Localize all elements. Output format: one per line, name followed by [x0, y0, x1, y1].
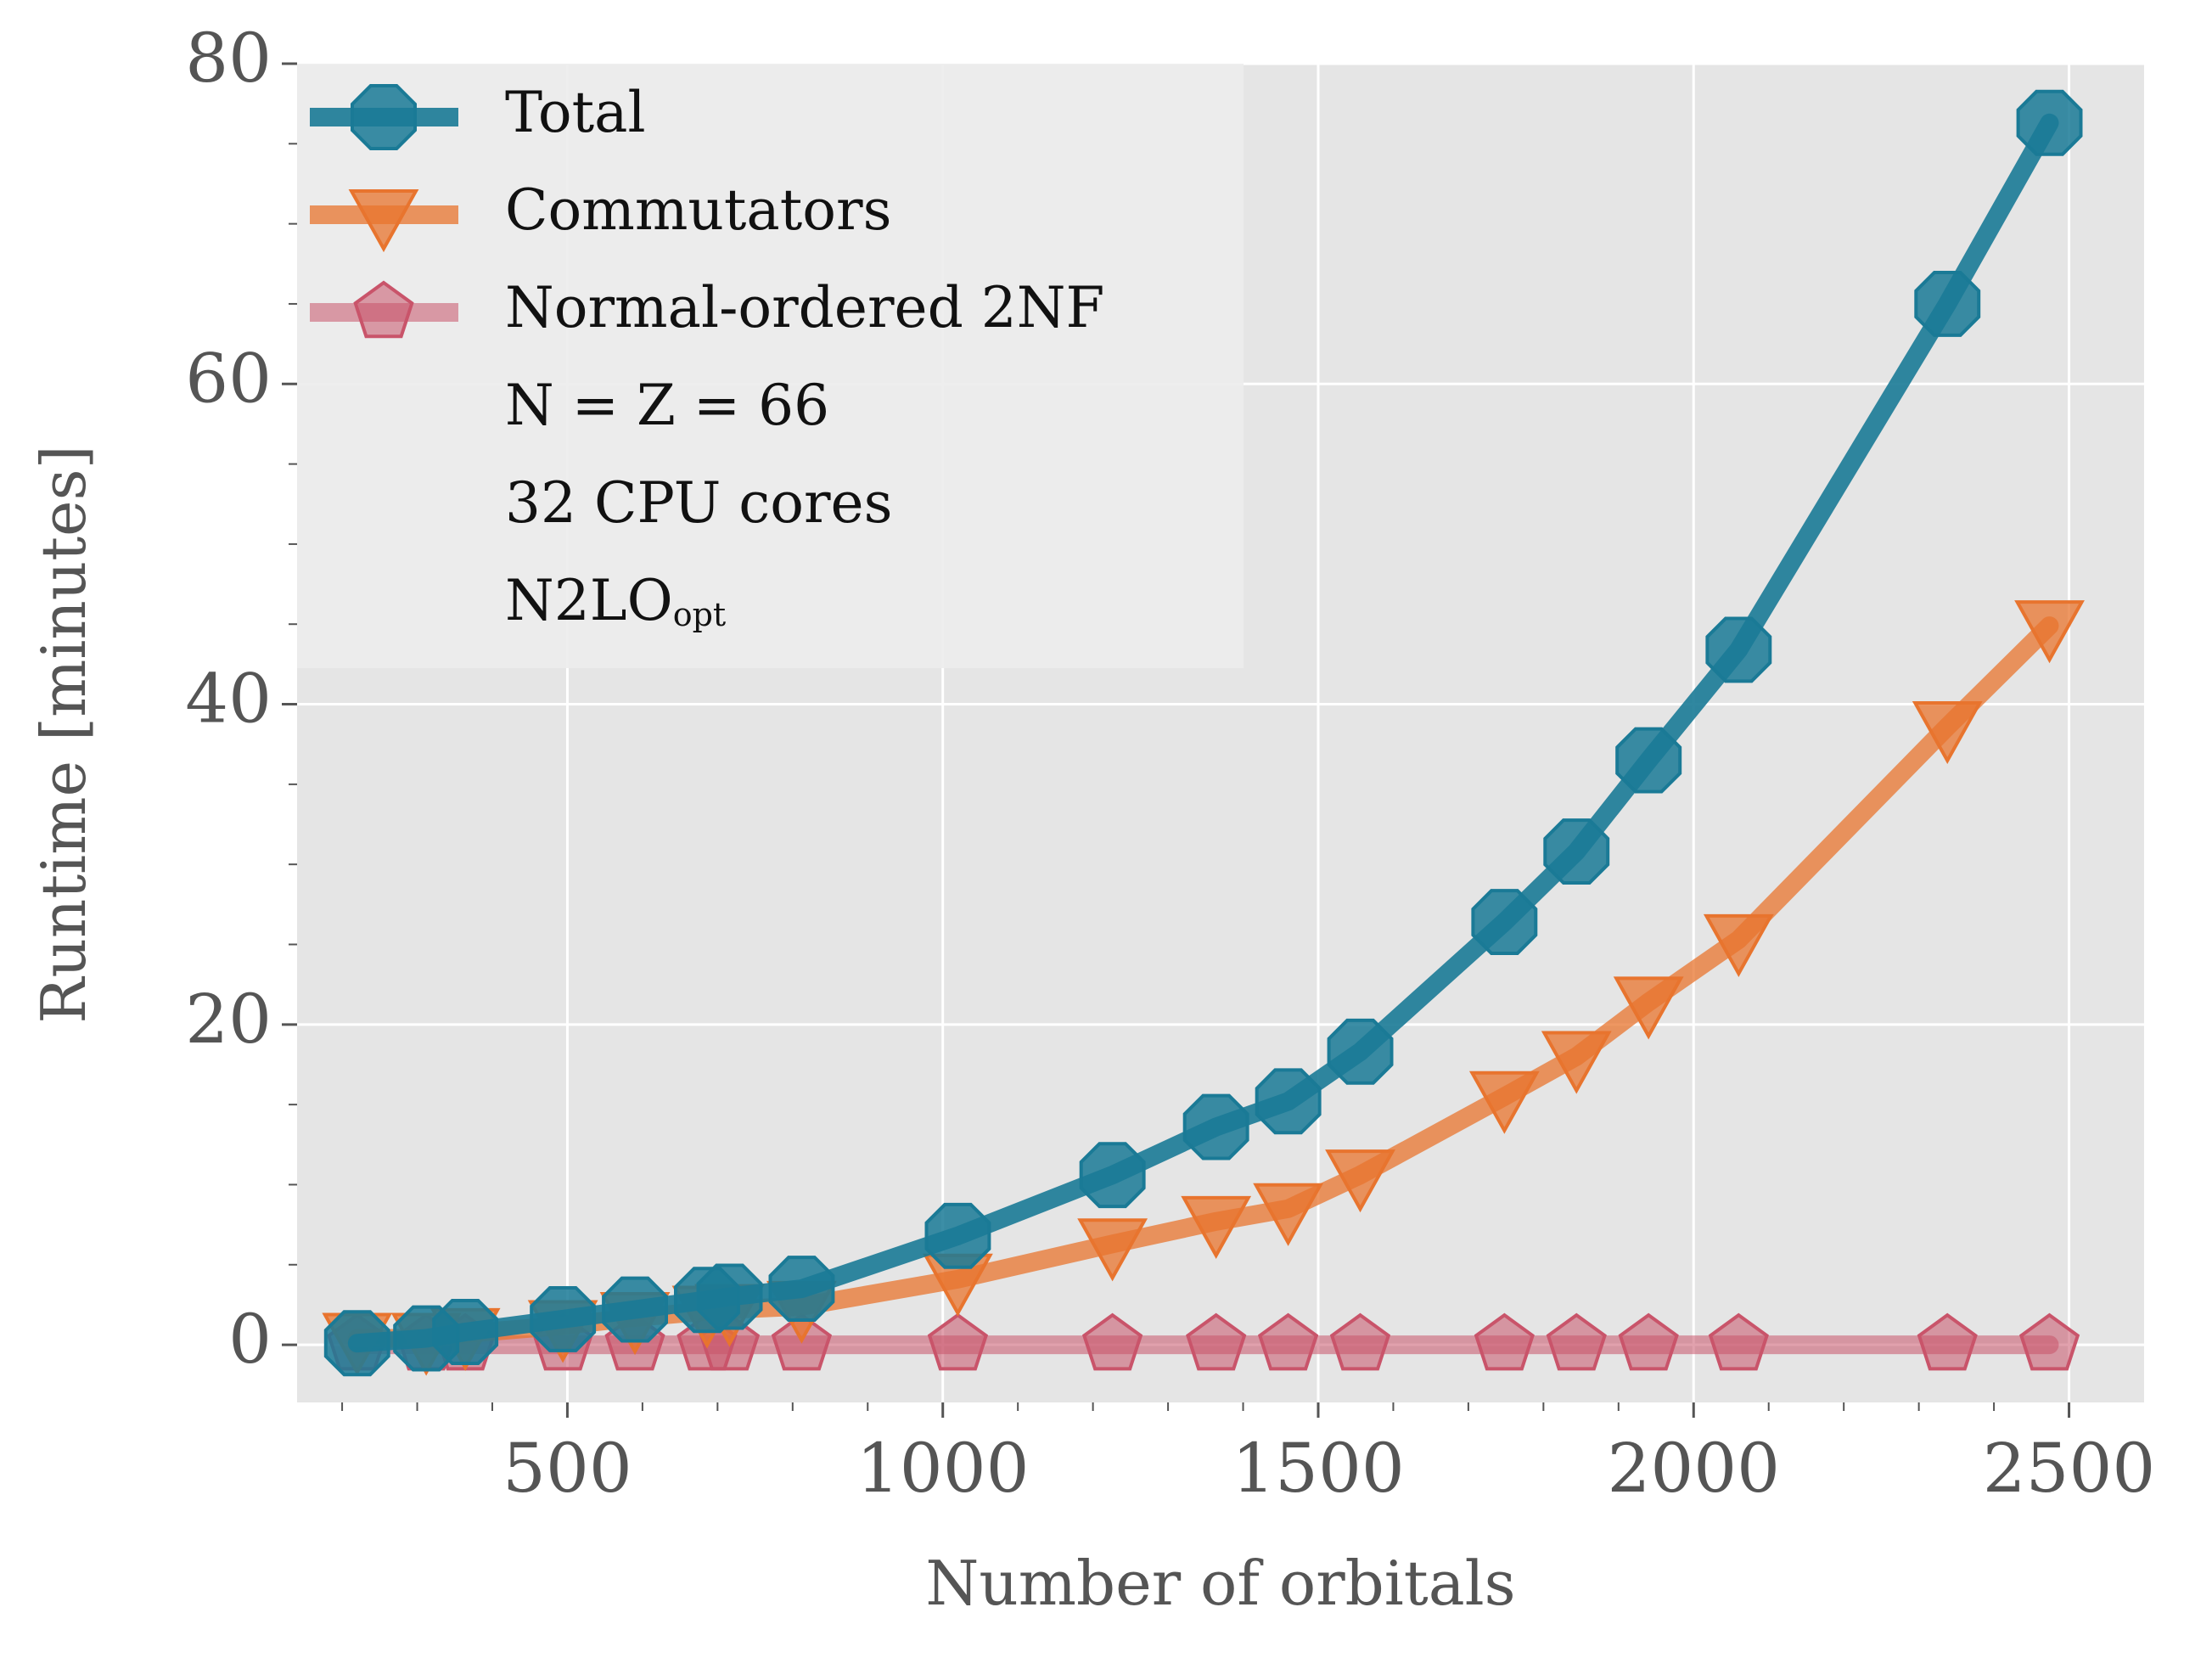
data-point: [1917, 1312, 1978, 1371]
data-point: [1329, 1312, 1391, 1371]
data-point: [1541, 1031, 1612, 1094]
data-point: [1181, 1195, 1252, 1259]
x-tick-label: 2500: [1983, 1429, 2156, 1508]
data-point: [924, 1202, 991, 1269]
x-axis-label: Number of orbitals: [925, 1548, 1515, 1619]
y-axis-label: Runtime [minutes]: [28, 445, 99, 1023]
legend-marker-2: [353, 280, 414, 339]
data-point: [2016, 89, 2083, 156]
data-point: [1705, 616, 1772, 683]
x-tick-label: 2000: [1607, 1429, 1780, 1508]
legend-marker-1: [348, 189, 419, 253]
data-point: [768, 1256, 835, 1322]
data-point: [2014, 600, 2085, 664]
legend: Total Commutators Normal-ordered 2NF N =…: [297, 64, 1244, 668]
data-point: [1253, 1183, 1324, 1246]
data-point: [1186, 1312, 1247, 1371]
data-point: [1325, 1149, 1395, 1213]
series-layer: [322, 89, 2085, 1377]
x-tick-label: 1000: [856, 1429, 1030, 1508]
data-point: [1077, 1218, 1148, 1282]
legend-items: [310, 84, 458, 339]
data-point: [1468, 1071, 1540, 1134]
y-tick-label: 40: [185, 660, 272, 739]
data-point: [1914, 271, 1981, 337]
x-tick-label: 1500: [1232, 1429, 1405, 1508]
data-point: [1474, 1312, 1535, 1371]
data-point: [1615, 727, 1682, 794]
data-point: [696, 1263, 763, 1330]
annotation-model: N2LOopt: [505, 568, 726, 633]
data-point: [1471, 889, 1538, 955]
data-point: [530, 1286, 597, 1352]
data-point: [1543, 818, 1610, 885]
legend-label-normal-ordered: Normal-ordered 2NF: [505, 275, 1104, 340]
annotation-model-base: N2LO: [505, 568, 673, 633]
data-point: [1255, 1068, 1322, 1135]
data-point: [1079, 1142, 1146, 1209]
data-point: [2018, 1312, 2080, 1371]
y-tick-label: 80: [185, 19, 272, 98]
legend-label-commutators: Commutators: [505, 177, 891, 243]
y-tick-label: 20: [185, 980, 272, 1059]
data-point: [1618, 1312, 1679, 1371]
data-point: [602, 1276, 668, 1343]
series-total: [323, 89, 2083, 1377]
data-point: [432, 1299, 499, 1365]
x-tick-label: 500: [502, 1429, 632, 1508]
data-point: [1708, 1312, 1769, 1371]
annotation-model-sub: opt: [673, 596, 726, 633]
data-point: [1182, 1093, 1249, 1160]
y-tick-label: 60: [185, 339, 272, 418]
legend-box: [297, 64, 1244, 668]
data-point: [1912, 700, 1983, 765]
data-point: [1081, 1312, 1143, 1371]
data-point: [1703, 913, 1774, 977]
legend-label-total: Total: [505, 80, 646, 145]
data-point: [1613, 976, 1684, 1040]
annotation-nz: N = Z = 66: [505, 373, 829, 438]
data-point: [323, 1310, 390, 1377]
data-point: [927, 1312, 989, 1371]
data-point: [1327, 1018, 1394, 1085]
axes: 500 1000 1500 2000 2500 0 20 40 60 80: [185, 19, 2155, 1508]
legend-marker-0: [351, 84, 417, 150]
annotation-cpu: 32 CPU cores: [505, 470, 893, 536]
data-point: [1546, 1312, 1607, 1371]
y-tick-label: 0: [228, 1300, 272, 1379]
data-point: [1257, 1312, 1319, 1371]
